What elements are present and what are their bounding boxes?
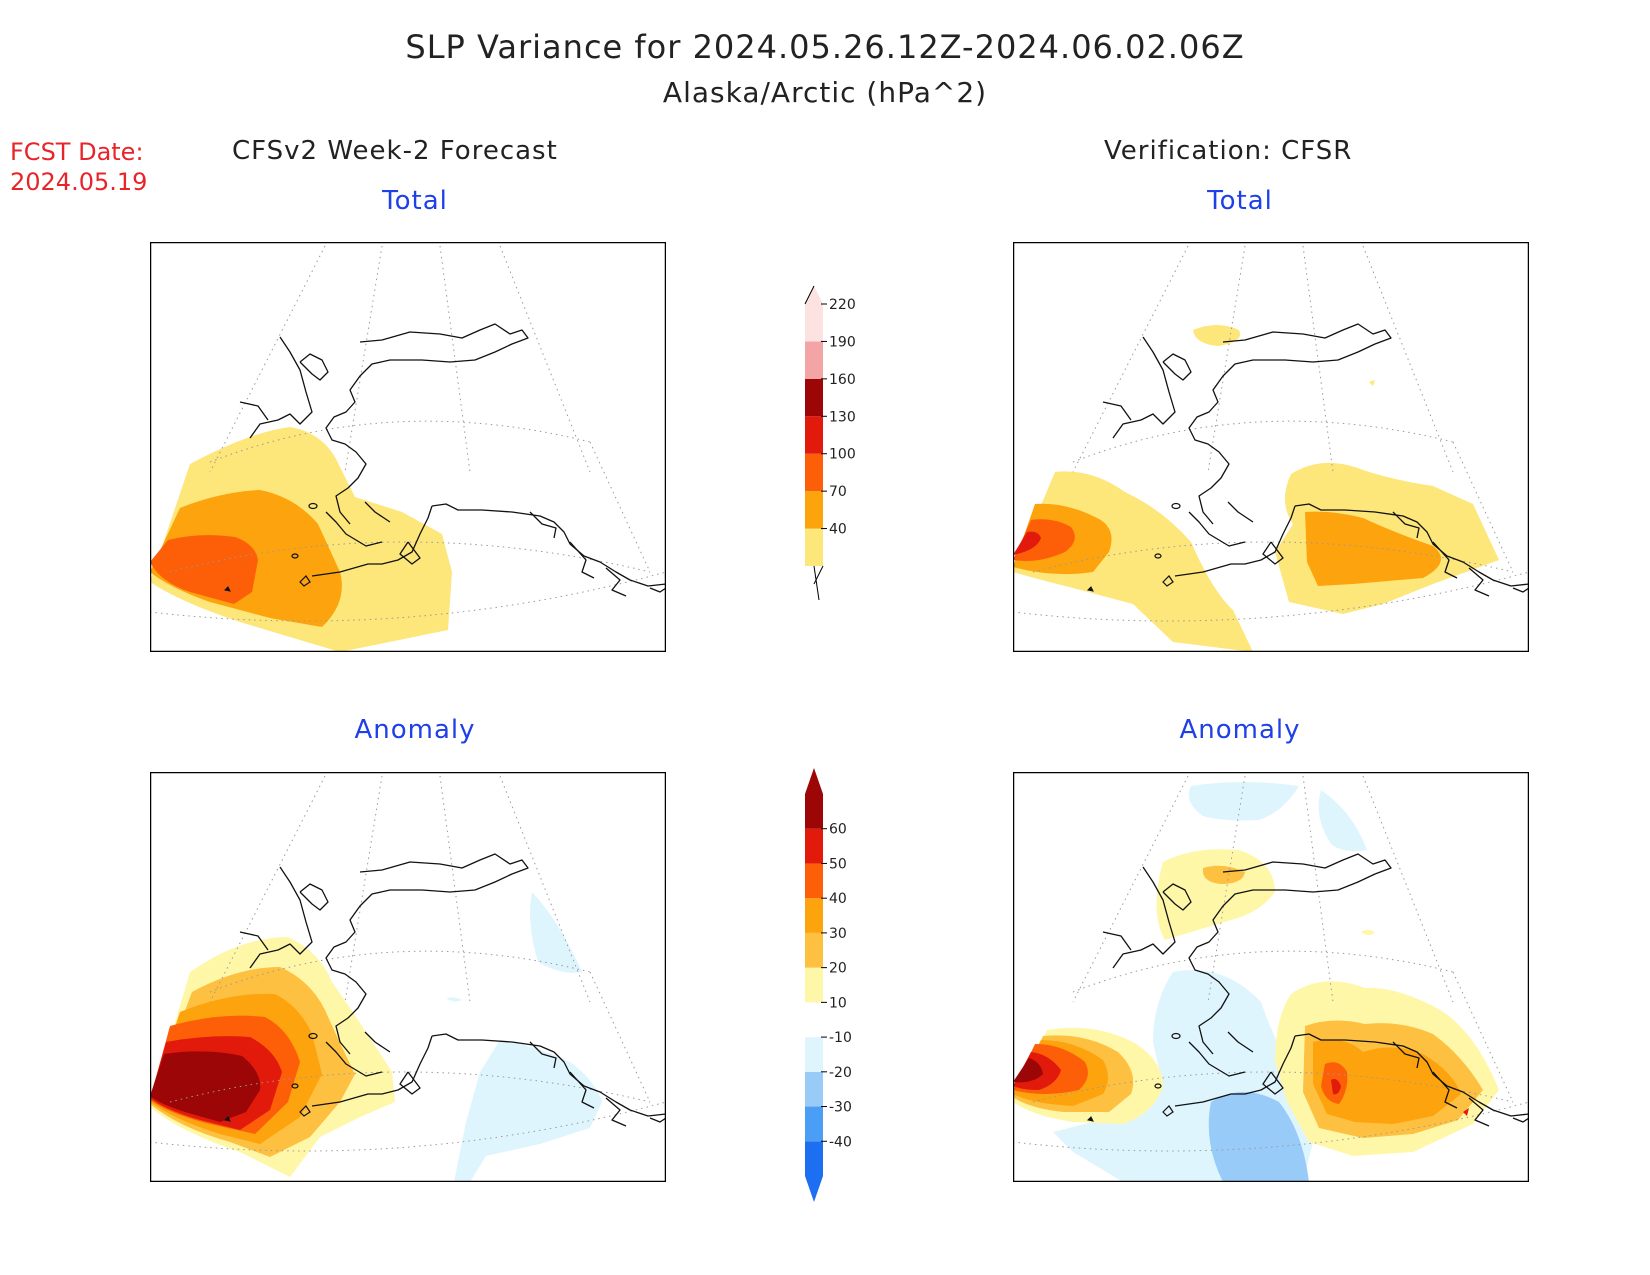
colorbar-tick-label: 20 bbox=[829, 961, 847, 977]
verification-column-title: Verification: CFSR bbox=[1104, 136, 1353, 166]
colorbar-swatch bbox=[805, 1071, 823, 1107]
colorbar-tick-label: 160 bbox=[829, 372, 856, 388]
colorbar-swatch bbox=[805, 341, 823, 379]
forecast-total-map bbox=[150, 242, 666, 652]
main-subtitle: Alaska/Arctic (hPa^2) bbox=[662, 76, 988, 109]
colorbar-swatch bbox=[805, 1141, 823, 1176]
colorbar-tick-label: 60 bbox=[829, 822, 847, 838]
colorbar-swatch bbox=[805, 453, 823, 492]
forecast-column-title: CFSv2 Week-2 Forecast bbox=[232, 136, 558, 166]
colorbar-tick-label: -40 bbox=[829, 1134, 852, 1150]
colorbar-tick-label: 30 bbox=[829, 926, 847, 942]
colorbar-swatch bbox=[805, 828, 823, 864]
colorbar-swatch bbox=[805, 863, 823, 899]
colorbar-swatch bbox=[805, 967, 823, 1003]
colorbar-swatch bbox=[805, 528, 823, 566]
colorbar-tick-label: 40 bbox=[829, 522, 847, 538]
forecast-anomaly-map bbox=[150, 772, 666, 1182]
colorbar-swatch bbox=[805, 378, 823, 417]
colorbar-swatch bbox=[805, 416, 823, 454]
verification-total-title: Total bbox=[1207, 186, 1273, 216]
colorbar-tick-label: -10 bbox=[829, 1030, 852, 1046]
forecast-anomaly-title: Anomaly bbox=[354, 715, 476, 745]
forecast-date-value: 2024.05.19 bbox=[10, 168, 148, 196]
colorbar-tick-label: -20 bbox=[829, 1065, 852, 1081]
colorbar-tick-label: 70 bbox=[829, 484, 847, 500]
colorbar-swatch bbox=[805, 932, 823, 968]
forecast-date-label: FCST Date: bbox=[10, 138, 144, 166]
colorbar-tick-label: 190 bbox=[829, 334, 856, 350]
colorbar-tick-label: 50 bbox=[829, 856, 847, 872]
colorbar-swatch bbox=[805, 898, 823, 933]
colorbar-tick-label: 220 bbox=[829, 297, 856, 313]
anomaly-colorbar: -40 -30 -20 -10 10 20 30 40 50 60 bbox=[805, 768, 852, 1202]
total-colorbar: 40 70 100 130 160 190 220 bbox=[804, 285, 856, 601]
verification-total-map bbox=[1013, 242, 1529, 652]
colorbar-swatch bbox=[805, 794, 823, 829]
forecast-total-title: Total bbox=[382, 186, 448, 216]
colorbar-swatch bbox=[805, 491, 823, 529]
colorbar-swatch bbox=[805, 304, 823, 342]
colorbar-swatch bbox=[805, 1002, 823, 1038]
colorbar-swatch bbox=[805, 1037, 823, 1072]
main-title: SLP Variance for 2024.05.26.12Z-2024.06.… bbox=[405, 28, 1245, 66]
verification-anomaly-map bbox=[1013, 772, 1529, 1182]
verification-anomaly-title: Anomaly bbox=[1179, 715, 1301, 745]
colorbar-swatch bbox=[805, 1106, 823, 1142]
colorbar-tick-label: -30 bbox=[829, 1100, 852, 1116]
colorbar-tick-label: 10 bbox=[829, 995, 847, 1011]
colorbar-tick-label: 130 bbox=[829, 409, 856, 425]
colorbar-tick-label: 100 bbox=[829, 447, 856, 463]
colorbar-tick-label: 40 bbox=[829, 891, 847, 907]
